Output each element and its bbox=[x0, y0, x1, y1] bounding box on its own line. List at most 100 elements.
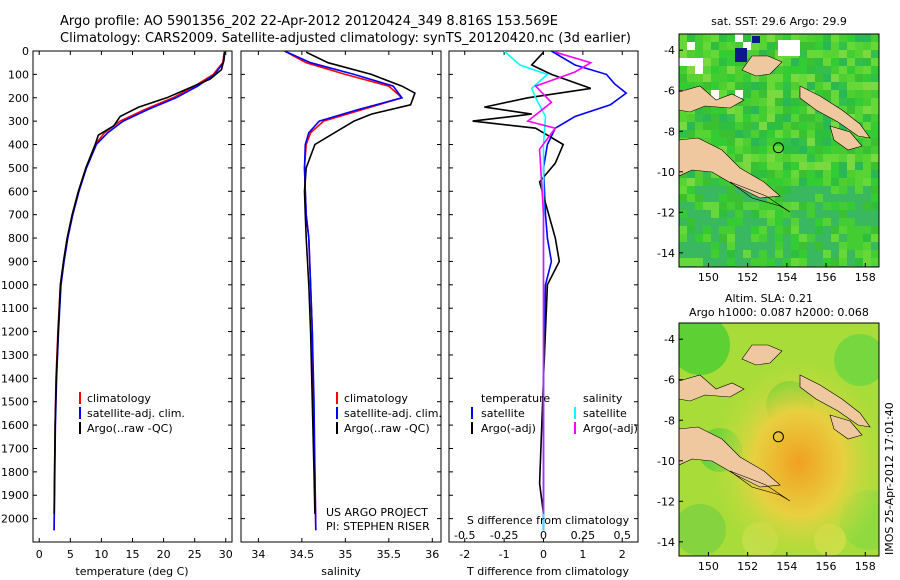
sst-cell bbox=[775, 82, 783, 90]
series-line-satellite-adj-clim- bbox=[284, 51, 404, 531]
sst-cell bbox=[791, 98, 799, 106]
sst-cell bbox=[799, 162, 807, 170]
sst-cell bbox=[687, 122, 695, 130]
sst-cell bbox=[815, 202, 823, 210]
land-isle bbox=[829, 414, 863, 440]
sst-cell bbox=[783, 234, 791, 242]
sst-cell bbox=[847, 106, 855, 114]
sst-cell bbox=[823, 90, 831, 98]
x-tick-label: 2 bbox=[619, 548, 626, 561]
sst-cell bbox=[783, 106, 791, 114]
s-tick-label: -0.25 bbox=[490, 529, 518, 542]
sst-cell bbox=[767, 218, 775, 226]
sst-cell bbox=[727, 154, 735, 162]
sst-cell bbox=[807, 210, 815, 218]
sst-cell bbox=[687, 130, 695, 138]
sst-cell bbox=[759, 98, 767, 106]
sst-cell bbox=[815, 74, 823, 82]
sst-cell bbox=[775, 146, 783, 154]
legend-label-satellite: satellite-adj. clim. bbox=[344, 407, 442, 420]
sst-cell bbox=[815, 146, 823, 154]
sst-cell bbox=[687, 234, 695, 242]
temperature-lines bbox=[53, 51, 226, 531]
sst-cell bbox=[831, 154, 839, 162]
sst-cell bbox=[871, 146, 879, 154]
sst-cell bbox=[711, 194, 719, 202]
sst-cell bbox=[767, 250, 775, 258]
map-y-tick-label: -10 bbox=[657, 455, 675, 468]
sst-cell bbox=[759, 122, 767, 130]
sst-cell bbox=[847, 98, 855, 106]
map-y-tick-label: -8 bbox=[664, 414, 675, 427]
sst-cell bbox=[679, 202, 687, 210]
sst-cell bbox=[743, 74, 751, 82]
sst-cell bbox=[791, 162, 799, 170]
sst-cell bbox=[679, 42, 687, 50]
sst-cell bbox=[783, 210, 791, 218]
sst-cell bbox=[807, 218, 815, 226]
sst-cell bbox=[727, 202, 735, 210]
sst-cell bbox=[759, 242, 767, 250]
sst-cell bbox=[871, 170, 879, 178]
sst-cell bbox=[735, 218, 743, 226]
sst-cell bbox=[679, 130, 687, 138]
sst-cell bbox=[831, 234, 839, 242]
sst-cell bbox=[839, 146, 847, 154]
argo-position-marker bbox=[772, 431, 784, 443]
sst-cell bbox=[791, 210, 799, 218]
sst-cell bbox=[807, 226, 815, 234]
sst-cell bbox=[719, 242, 727, 250]
sst-cell bbox=[791, 178, 799, 186]
sst-cell bbox=[679, 122, 687, 130]
s-tick-label: -0.5 bbox=[454, 529, 475, 542]
sst-cell bbox=[855, 90, 863, 98]
sst-cell bbox=[791, 194, 799, 202]
sst-cell bbox=[871, 202, 879, 210]
sst-cell bbox=[751, 210, 759, 218]
sst-cell bbox=[871, 234, 879, 242]
sst-cell bbox=[735, 138, 743, 146]
sst-cell bbox=[799, 210, 807, 218]
sst-cell bbox=[839, 122, 847, 130]
sst-cell bbox=[863, 122, 871, 130]
sst-cell bbox=[727, 42, 735, 50]
sst-cell bbox=[799, 218, 807, 226]
x-tick-label: 35 bbox=[338, 548, 352, 561]
map-x-tick-label: 150 bbox=[698, 560, 719, 573]
sst-cell bbox=[743, 138, 751, 146]
sst-cell bbox=[711, 138, 719, 146]
sst-cell bbox=[687, 226, 695, 234]
sst-cell bbox=[799, 34, 807, 42]
depth-tick-labels: 0 100 200 300 400 500 600 700 800 900 1000 1100 1200… bbox=[1, 45, 29, 526]
x-tick-label: 15 bbox=[126, 548, 140, 561]
sst-cell bbox=[759, 202, 767, 210]
sst-cell bbox=[831, 50, 839, 58]
sst-cell bbox=[743, 114, 751, 122]
sst-cell bbox=[823, 154, 831, 162]
sst-cell bbox=[711, 234, 719, 242]
sst-cell bbox=[687, 202, 695, 210]
land-papua-tail bbox=[679, 137, 781, 199]
sst-cell bbox=[751, 130, 759, 138]
sst-cell bbox=[871, 122, 879, 130]
depth-tick-label: 1500 bbox=[1, 396, 29, 409]
sst-cold-cell bbox=[752, 36, 760, 43]
sst-cell bbox=[815, 90, 823, 98]
depth-tick-label: 100 bbox=[8, 68, 29, 81]
sst-cell bbox=[871, 114, 879, 122]
sst-cell bbox=[735, 202, 743, 210]
sst-cell bbox=[775, 186, 783, 194]
sst-cell bbox=[719, 90, 727, 98]
sst-cell bbox=[807, 122, 815, 130]
sst-cell bbox=[823, 226, 831, 234]
sst-cell bbox=[791, 154, 799, 162]
sst-cell bbox=[847, 74, 855, 82]
sst-cell bbox=[807, 34, 815, 42]
sst-cell bbox=[711, 74, 719, 82]
sst-cell bbox=[703, 178, 711, 186]
sst-cell bbox=[767, 74, 775, 82]
sst-cell bbox=[783, 218, 791, 226]
sst-cell bbox=[839, 242, 847, 250]
sst-cell bbox=[823, 50, 831, 58]
land-new-britain-west bbox=[679, 374, 745, 402]
